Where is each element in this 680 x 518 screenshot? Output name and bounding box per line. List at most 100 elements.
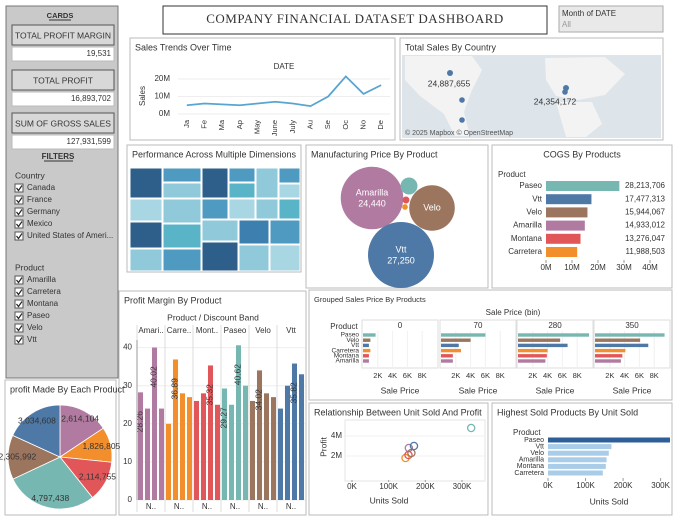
- check: [16, 277, 23, 284]
- y-tick-label: 10M: [154, 92, 170, 101]
- checkbox[interactable]: [14, 183, 24, 193]
- checkbox[interactable]: [14, 207, 24, 217]
- category-label: Paseo: [519, 181, 542, 190]
- check: [16, 197, 23, 204]
- x-tick-label: 0K: [347, 482, 357, 491]
- x-axis-label: Units Sold: [370, 495, 409, 505]
- bubble: [402, 204, 408, 210]
- treemap-tile: [228, 182, 256, 199]
- bar: [263, 393, 270, 500]
- treemap-tile: [162, 182, 202, 199]
- map-value-label: 24,354,172: [534, 96, 577, 106]
- category-label: Carretera: [508, 247, 542, 256]
- filter-option[interactable]: Paseo: [27, 311, 50, 320]
- map-dot: [459, 97, 465, 103]
- bar: [363, 359, 369, 363]
- cards-title: CARDS: [47, 11, 74, 20]
- group-label: Paseo: [224, 326, 247, 335]
- bubble-value: 24,440: [358, 198, 386, 208]
- treemap-tile: [201, 167, 229, 199]
- bar: [242, 385, 249, 500]
- filter-option[interactable]: Amarilla: [27, 275, 56, 284]
- pie-slice: [12, 404, 61, 458]
- x-tick-label: 6K: [403, 371, 412, 380]
- filter-option[interactable]: France: [27, 195, 52, 204]
- x-tick-label: 6K: [558, 371, 567, 380]
- bar: [158, 408, 165, 500]
- value-label: 4,797,438: [31, 493, 69, 503]
- bar: [595, 348, 626, 353]
- checkbox[interactable]: [14, 299, 24, 309]
- category-label: Amarilla: [519, 457, 544, 464]
- value-label: 2,114,755: [79, 472, 116, 482]
- treemap-tile: [228, 167, 256, 183]
- facet-label: 0: [398, 321, 403, 330]
- x-tick-label: 4K: [543, 371, 552, 380]
- map-dot: [459, 117, 465, 123]
- category-label: Amarilla: [336, 358, 360, 365]
- filter-option[interactable]: Mexico: [27, 219, 53, 228]
- checkbox[interactable]: [14, 219, 24, 229]
- checkbox[interactable]: [14, 311, 24, 321]
- treemap-tile: [255, 198, 279, 220]
- filter-option[interactable]: Montana: [27, 299, 59, 308]
- filter-option[interactable]: United States of Ameri...: [27, 231, 113, 240]
- chart-title: profit Made By Each Product: [10, 384, 125, 394]
- value-label: 2,305,992: [0, 451, 37, 461]
- y-tick-label: 10: [123, 457, 132, 466]
- value-label: 1,826,805: [82, 441, 120, 451]
- value-label: 40.02: [149, 366, 159, 388]
- x-axis-label: Sale Price: [536, 385, 575, 395]
- facet-frame: [361, 319, 439, 369]
- filter-option[interactable]: Velo: [27, 323, 43, 332]
- check: [16, 233, 23, 240]
- treemap-tile: [278, 183, 301, 199]
- check: [16, 301, 23, 308]
- checkbox[interactable]: [14, 323, 24, 333]
- filters-title: FILTERS: [42, 152, 75, 161]
- chart-title: Grouped Sales Price By Products: [314, 295, 426, 304]
- group-label: Velo: [255, 326, 271, 335]
- bar: [546, 220, 585, 231]
- bar: [595, 359, 621, 363]
- bar: [270, 397, 277, 500]
- treemap-tile: [201, 219, 239, 242]
- category-label: Vtt: [535, 443, 544, 450]
- plot-area: [344, 419, 486, 482]
- treemap-tile: [255, 167, 279, 199]
- check: [16, 337, 23, 344]
- filter-option[interactable]: Germany: [27, 207, 60, 216]
- x-tick-label: N..: [258, 502, 268, 511]
- check: [16, 313, 23, 320]
- bar: [546, 247, 578, 257]
- filter-option[interactable]: Canada: [27, 183, 56, 192]
- facet-label: 350: [625, 321, 639, 330]
- y-tick-label: 30: [123, 381, 132, 390]
- bar: [207, 365, 214, 500]
- bar: [548, 444, 612, 450]
- bubble: [400, 177, 418, 195]
- chart-title: Highest Sold Products By Unit Sold: [497, 407, 638, 417]
- bar: [546, 194, 592, 205]
- filter-option[interactable]: Vtt: [27, 335, 38, 344]
- bar: [595, 338, 641, 342]
- bar: [595, 333, 665, 337]
- checkbox[interactable]: [14, 335, 24, 345]
- treemap-tile: [162, 248, 202, 272]
- category-label: Carretera: [514, 470, 544, 477]
- dashboard-title: COMPANY FINANCIAL DATASET DASHBOARD: [206, 11, 504, 26]
- checkbox[interactable]: [14, 275, 24, 285]
- bubble-value: 27,250: [387, 255, 415, 265]
- x-tick-label: No: [358, 120, 367, 130]
- bar: [228, 404, 235, 500]
- y-axis-label: Profit: [318, 436, 328, 456]
- filter-option[interactable]: Carretera: [27, 287, 61, 296]
- checkbox[interactable]: [14, 287, 24, 297]
- bar: [518, 338, 561, 342]
- checkbox[interactable]: [14, 195, 24, 205]
- x-axis-label: Sale Price: [381, 385, 420, 395]
- card-value-box: [11, 134, 115, 150]
- checkbox[interactable]: [14, 231, 24, 241]
- row-header: Product: [498, 170, 526, 179]
